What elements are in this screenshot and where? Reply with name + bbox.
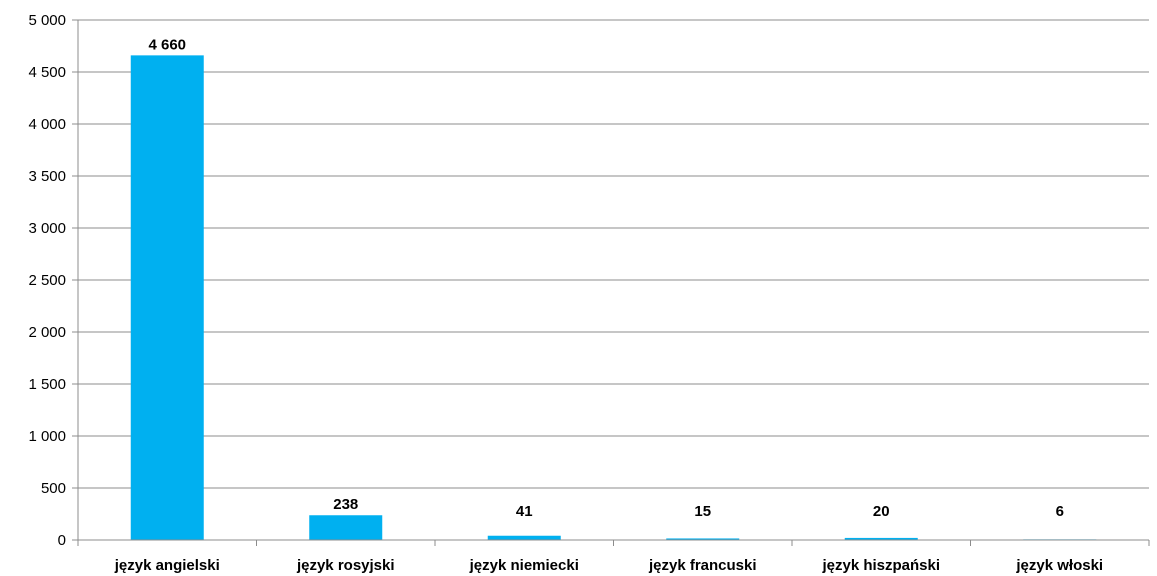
y-tick-label: 1 000 [28, 428, 66, 445]
y-tick-label: 3 000 [28, 220, 66, 237]
data-labels: 4 660 238 41 15 20 6 [148, 36, 1063, 520]
y-axis-ticks: 0 500 1 000 1 500 2 000 2 500 3 000 3 500 4 000 4… [28, 12, 78, 549]
y-tick-label: 4 500 [28, 64, 66, 81]
bar [309, 515, 383, 540]
bar [844, 537, 918, 540]
gridlines [78, 19, 1149, 489]
y-tick-label: 500 [41, 480, 66, 497]
y-tick-label: 5 000 [28, 12, 66, 29]
bar [130, 55, 204, 541]
bars [130, 55, 1097, 541]
x-tick-label: język hiszpański [821, 557, 940, 574]
data-label: 6 [1056, 503, 1064, 520]
y-tick-label: 4 000 [28, 116, 66, 133]
x-tick-label: język rosyjski [296, 557, 395, 574]
data-label: 4 660 [148, 36, 186, 53]
data-label: 20 [873, 503, 890, 520]
y-tick-label: 0 [58, 532, 66, 549]
y-tick-label: 3 500 [28, 168, 66, 185]
data-label: 41 [516, 503, 533, 520]
bar [666, 538, 740, 540]
x-axis: język angielski język rosyjski język niemi… [77, 20, 1150, 574]
bar [487, 535, 561, 540]
y-tick-label: 2 000 [28, 324, 66, 341]
x-tick-label: język włoski [1015, 557, 1103, 574]
x-tick-label: język niemiecki [469, 557, 579, 574]
x-tick-label: język angielski [114, 557, 220, 574]
y-tick-label: 1 500 [28, 376, 66, 393]
x-tick-label: język francuski [648, 557, 757, 574]
data-label: 238 [333, 496, 358, 513]
data-label: 15 [694, 503, 711, 520]
y-tick-label: 2 500 [28, 272, 66, 289]
